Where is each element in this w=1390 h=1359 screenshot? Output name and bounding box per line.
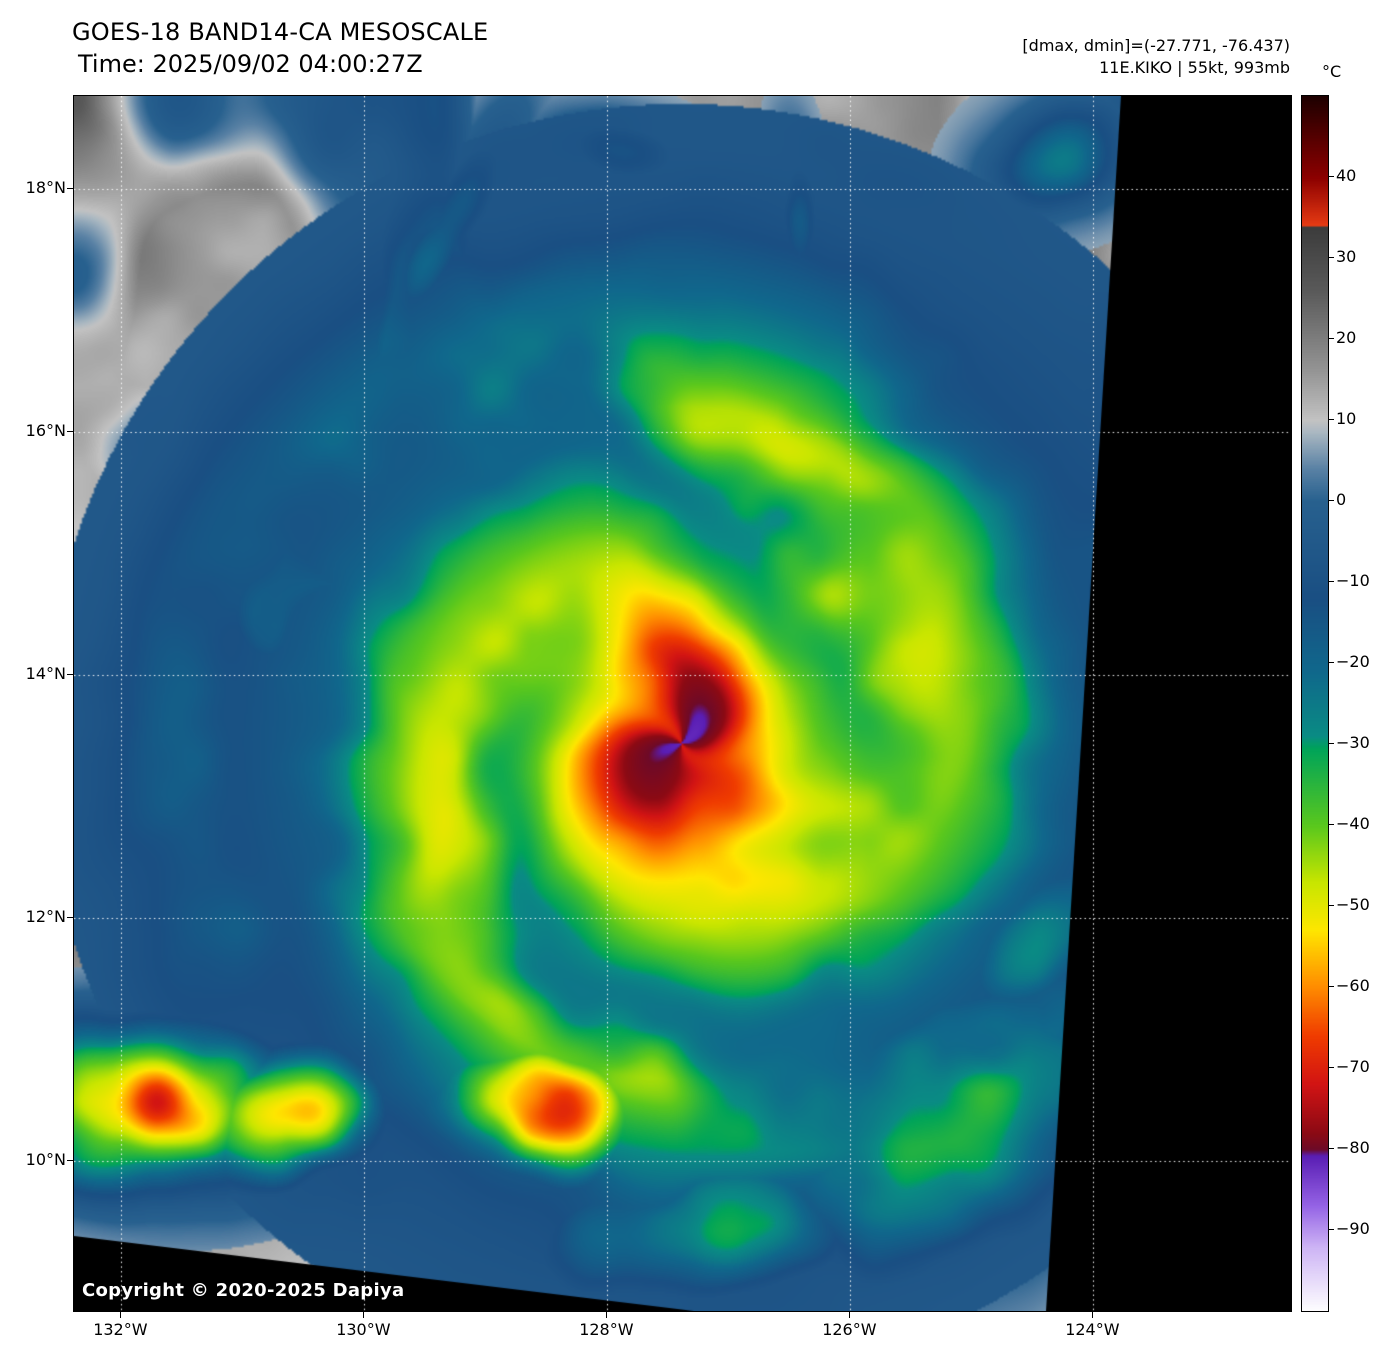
colorbar <box>1301 95 1329 1312</box>
axis-tick <box>1329 743 1334 744</box>
axis-tick <box>1329 824 1334 825</box>
lon-tick-label: 126°W <box>822 1320 877 1339</box>
lat-tick-label: 14°N <box>25 663 66 683</box>
axis-tick <box>1329 905 1334 906</box>
colorbar-tick-label: 30 <box>1336 247 1357 266</box>
lon-tick-label: 124°W <box>1065 1320 1120 1339</box>
axis-tick <box>67 917 73 918</box>
axis-tick <box>1329 1148 1334 1149</box>
lat-tick-label: 12°N <box>25 906 66 926</box>
copyright-label: Copyright © 2020-2025 Dapiya <box>82 1280 405 1301</box>
axis-tick <box>1329 500 1334 501</box>
colorbar-tick-label: 40 <box>1336 166 1357 185</box>
lat-tick-label: 10°N <box>25 1149 66 1169</box>
axis-tick <box>1329 176 1334 177</box>
colorbar-tick-label: −60 <box>1336 976 1370 995</box>
colorbar-tick-label: −90 <box>1336 1219 1370 1238</box>
axis-tick <box>363 1312 364 1318</box>
colorbar-gradient <box>1302 96 1328 1311</box>
axis-tick <box>606 1312 607 1318</box>
axis-tick <box>1329 419 1334 420</box>
lon-tick-label: 130°W <box>336 1320 391 1339</box>
satellite-map-frame: Copyright © 2020-2025 Dapiya <box>73 95 1292 1312</box>
colorbar-tick-label: 20 <box>1336 328 1357 347</box>
lon-tick-label: 132°W <box>93 1320 148 1339</box>
axis-tick <box>1329 338 1334 339</box>
timestamp-label: Time: 2025/09/02 04:00:27Z <box>78 50 423 78</box>
axis-tick <box>1329 1067 1334 1068</box>
lon-tick-label: 128°W <box>579 1320 634 1339</box>
storm-info-label: 11E.KIKO | 55kt, 993mb <box>1099 58 1290 77</box>
axis-tick <box>67 431 73 432</box>
axis-tick <box>1092 1312 1093 1318</box>
axis-tick <box>1329 1229 1334 1230</box>
colorbar-tick-label: −80 <box>1336 1138 1370 1157</box>
axis-tick <box>849 1312 850 1318</box>
axis-tick <box>67 674 73 675</box>
dmax-dmin-readout: [dmax, dmin]=(-27.771, -76.437) <box>1022 36 1290 55</box>
axis-tick <box>120 1312 121 1318</box>
colorbar-tick-label: 0 <box>1336 490 1347 509</box>
colorbar-unit-label: °C <box>1322 62 1342 81</box>
axis-tick <box>1329 257 1334 258</box>
colorbar-tick-label: −70 <box>1336 1057 1370 1076</box>
page-title: GOES-18 BAND14-CA MESOSCALE <box>72 18 489 46</box>
colorbar-tick-label: −40 <box>1336 814 1370 833</box>
colorbar-tick-label: −20 <box>1336 652 1370 671</box>
lat-tick-label: 18°N <box>25 177 66 197</box>
lat-tick-label: 16°N <box>25 420 66 440</box>
axis-tick <box>67 188 73 189</box>
satellite-image <box>74 96 1291 1311</box>
axis-tick <box>1329 581 1334 582</box>
axis-tick <box>67 1160 73 1161</box>
axis-tick <box>1329 986 1334 987</box>
colorbar-tick-label: −10 <box>1336 571 1370 590</box>
axis-tick <box>1329 662 1334 663</box>
colorbar-tick-label: −30 <box>1336 733 1370 752</box>
colorbar-tick-label: 10 <box>1336 409 1357 428</box>
colorbar-tick-label: −50 <box>1336 895 1370 914</box>
